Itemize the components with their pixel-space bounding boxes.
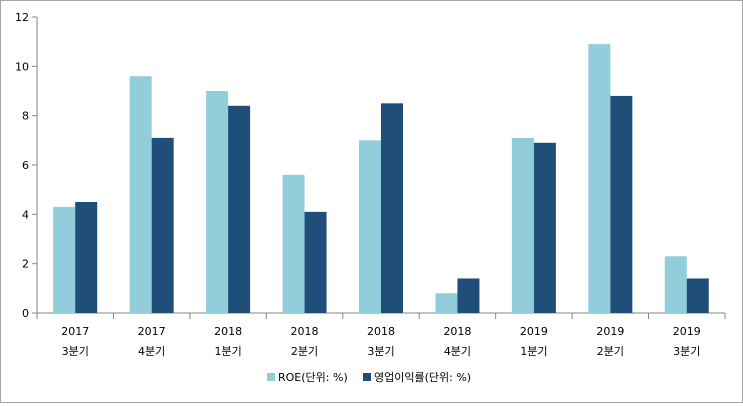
bar-roe bbox=[588, 44, 611, 314]
x-tick-label-year: 2018 bbox=[443, 325, 471, 338]
x-tick-label-year: 2018 bbox=[214, 325, 242, 338]
bar-operating-margin bbox=[304, 211, 327, 313]
x-tick-label-year: 2017 bbox=[138, 325, 166, 338]
x-tick-label-quarter: 1분기 bbox=[214, 345, 241, 358]
y-tick-label: 10 bbox=[15, 60, 29, 73]
x-tick-label-year: 2019 bbox=[520, 325, 548, 338]
bar-operating-margin bbox=[228, 105, 251, 313]
x-tick-label-quarter: 4분기 bbox=[444, 345, 471, 358]
bar-operating-margin bbox=[610, 95, 633, 313]
bar-roe bbox=[664, 256, 687, 313]
x-tick-label-quarter: 2분기 bbox=[291, 345, 318, 358]
legend-swatch bbox=[363, 373, 371, 381]
legend-swatch bbox=[267, 373, 275, 381]
x-tick-label-quarter: 4분기 bbox=[138, 345, 165, 358]
bar-roe bbox=[282, 174, 305, 313]
bar-operating-margin bbox=[457, 278, 480, 313]
x-tick-label-quarter: 2분기 bbox=[597, 345, 624, 358]
y-tick-label: 4 bbox=[22, 208, 29, 221]
x-tick-label-quarter: 1분기 bbox=[520, 345, 547, 358]
bar-roe bbox=[511, 137, 534, 313]
x-tick-label-year: 2019 bbox=[673, 325, 701, 338]
y-tick-label: 0 bbox=[22, 307, 29, 320]
x-axis: 2017 3분기 2017 4분기 2018 1분기 2018 2분기 2018 3분기 2018 4… bbox=[36, 312, 726, 358]
bar-roe bbox=[206, 91, 229, 313]
y-axis: 0 2 4 6 8 10 12 bbox=[15, 11, 38, 320]
bar-operating-margin bbox=[151, 137, 174, 313]
x-tick-label-quarter: 3분기 bbox=[62, 345, 89, 358]
bar-roe bbox=[53, 206, 76, 313]
y-tick-label: 2 bbox=[22, 258, 29, 271]
x-tick-label-year: 2019 bbox=[596, 325, 624, 338]
bar-operating-margin bbox=[686, 278, 709, 313]
y-tick-label: 6 bbox=[22, 159, 29, 172]
bar-operating-margin bbox=[533, 142, 556, 313]
y-tick-label: 12 bbox=[15, 11, 29, 24]
bar-operating-margin bbox=[381, 103, 403, 313]
y-tick-label: 8 bbox=[22, 110, 29, 123]
bar-roe bbox=[129, 76, 152, 313]
x-tick-label-quarter: 3분기 bbox=[367, 345, 394, 358]
bar-operating-margin bbox=[75, 202, 98, 313]
bars bbox=[53, 44, 709, 314]
x-tick-label-year: 2017 bbox=[61, 325, 89, 338]
x-tick-label-year: 2018 bbox=[291, 325, 319, 338]
legend-label: ROE(단위: %) bbox=[278, 371, 348, 384]
legend-label: 영업이익률(단위: %) bbox=[374, 371, 471, 384]
legend: ROE(단위: %) 영업이익률(단위: %) bbox=[267, 371, 471, 384]
x-tick-label-quarter: 3분기 bbox=[673, 345, 700, 358]
bar-roe bbox=[359, 140, 381, 313]
bar-roe bbox=[435, 293, 458, 313]
x-tick-label-year: 2018 bbox=[367, 325, 395, 338]
